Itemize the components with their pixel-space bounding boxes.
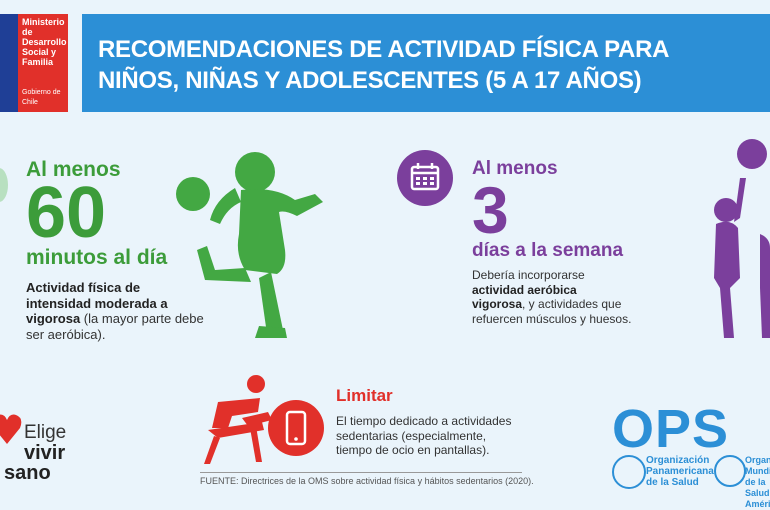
- calendar-icon: [397, 150, 453, 206]
- sano-text: sano: [4, 462, 51, 484]
- days-description: Debería incorporarse actividad aeróbica …: [472, 268, 632, 326]
- section-days: Al menos 3 días a la semana Debería inco…: [472, 158, 632, 326]
- ministry-name: Ministerio de Desarrollo Social y Famili…: [22, 17, 67, 67]
- gobierno-label: Gobierno de Chile: [22, 89, 61, 106]
- basketball-players-icon: [714, 139, 770, 338]
- header-banner: RECOMENDACIONES DE ACTIVIDAD FÍSICA PARA…: [82, 14, 770, 112]
- phone-icon: [268, 400, 324, 456]
- ministry-logo: Ministerio de Desarrollo Social y Famili…: [0, 14, 68, 112]
- sedentary-person-icon: [204, 375, 272, 464]
- ops-logo-text: OPS: [612, 399, 730, 459]
- minutes-unit: minutos al día: [26, 246, 168, 269]
- limit-title: Limitar: [336, 386, 393, 405]
- elige-text: Elige: [24, 422, 67, 443]
- paho-name: Organización Panamericana de la Salud: [646, 455, 714, 488]
- who-name: Organización Mundial de la Salud América…: [745, 455, 770, 509]
- vivir-text: vivir: [24, 442, 66, 464]
- section-minutes: Al menos 60 minutos al día Actividad fís…: [26, 158, 206, 342]
- footer-divider: [200, 472, 522, 473]
- minutes-description: Actividad física de intensidad moderada …: [26, 280, 204, 342]
- section-limit: Limitar El tiempo dedicado a actividades…: [336, 386, 514, 458]
- minutes-prefix: Al menos: [26, 158, 121, 181]
- days-unit: días a la semana: [472, 240, 624, 261]
- heart-icon: [0, 414, 22, 444]
- decor-circle: [0, 168, 8, 202]
- soccer-player-icon: [176, 152, 323, 338]
- days-number: 3: [472, 173, 509, 247]
- footer-source: FUENTE: Directrices de la OMS sobre acti…: [200, 476, 534, 486]
- minutes-number: 60: [26, 173, 107, 253]
- paho-emblem-icon: [612, 455, 646, 489]
- limit-description: El tiempo dedicado a actividades sedenta…: [336, 414, 512, 457]
- header-title-line1: RECOMENDACIONES DE ACTIVIDAD FÍSICA PARA: [98, 36, 670, 63]
- elige-vivir-sano-logo: Elige vivir sano: [0, 402, 80, 492]
- header-title-line2: NIÑOS, NIÑAS Y ADOLESCENTES (5 A 17 AÑOS…: [98, 67, 642, 94]
- who-emblem-icon: [714, 455, 746, 487]
- days-prefix: Al menos: [472, 158, 558, 179]
